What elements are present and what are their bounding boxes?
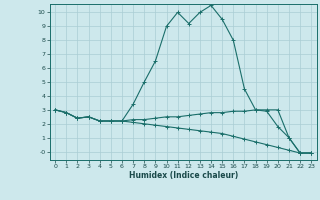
X-axis label: Humidex (Indice chaleur): Humidex (Indice chaleur) [129, 171, 238, 180]
